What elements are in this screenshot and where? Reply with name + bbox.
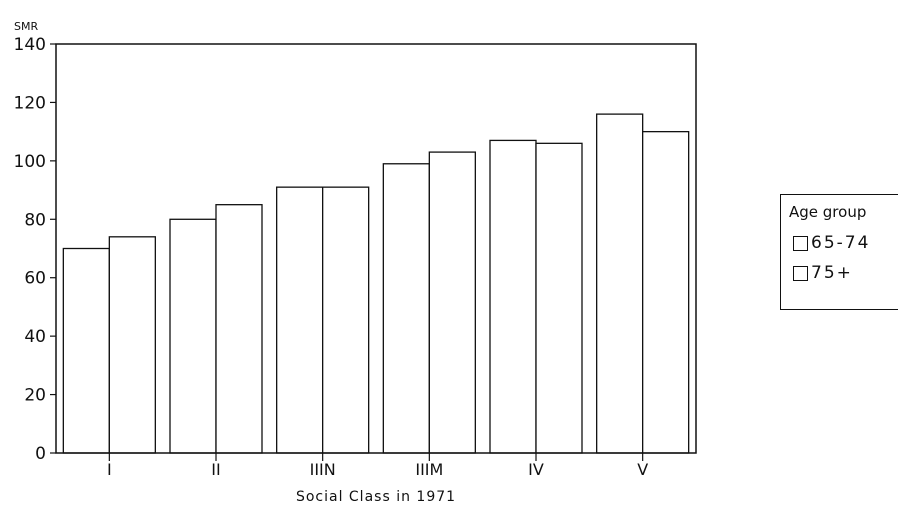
bar-iv-series-1 [489,139,537,454]
y-tick-label: 60 [24,269,46,289]
bars [62,113,690,454]
y-tick-label: 100 [14,152,46,172]
y-axis-label: SMR [14,20,38,33]
bar-iiim-series-1 [382,163,430,454]
legend-title: Age group [789,203,867,221]
bar-i-series-1 [62,247,110,454]
y-tick-label: 140 [14,35,46,55]
bar-i-series-2 [108,236,156,454]
plot-frame [55,43,697,454]
legend-swatch-icon [793,235,808,251]
bar-ii-series-2 [215,204,263,454]
y-tick-label: 40 [24,327,46,347]
legend: Age group 65-74 75+ [780,194,898,310]
x-axis-ticks: I II IIIN IIIM IV V [107,453,648,479]
y-tick-label: 80 [24,210,46,230]
y-axis-ticks: 0 20 40 60 80 100 120 140 [14,35,56,464]
bar-iiim-series-2 [428,151,476,454]
legend-swatch-icon [793,265,808,281]
bar-iv-series-2 [535,142,583,454]
legend-item-75-plus: 75+ [793,263,853,283]
x-axis-label: Social Class in 1971 [296,489,456,505]
bar-v-series-2 [642,130,690,454]
y-tick-label: 20 [24,386,46,406]
x-tick-label: V [637,460,648,479]
x-tick-label: I [107,460,112,479]
x-tick-label: II [211,460,220,479]
y-tick-label: 0 [35,444,46,464]
legend-label: 75+ [811,263,853,283]
bar-iiin-series-1 [276,186,324,454]
bar-iiin-series-2 [322,186,370,454]
bar-v-series-1 [596,113,644,454]
x-tick-label: IIIM [415,460,443,479]
x-tick-label: IIIN [310,460,336,479]
legend-item-65-74: 65-74 [793,233,870,253]
x-tick-label: IV [528,460,544,479]
legend-label: 65-74 [811,233,871,253]
y-tick-label: 120 [14,93,46,113]
bar-ii-series-1 [169,218,217,454]
